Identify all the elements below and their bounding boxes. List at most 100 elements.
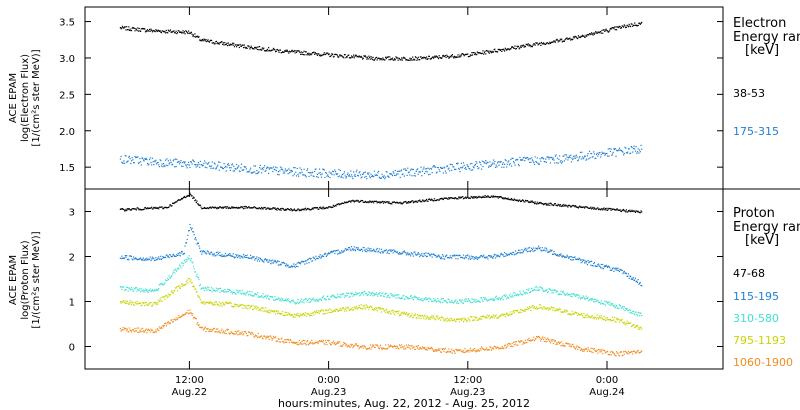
electron-series-0-point bbox=[243, 44, 245, 46]
proton-series-4-point bbox=[203, 328, 205, 330]
proton-series-3-point bbox=[518, 312, 520, 314]
proton-series-2-point bbox=[627, 309, 630, 312]
proton-series-0-point bbox=[272, 207, 275, 209]
proton-series-1-point bbox=[135, 257, 137, 259]
proton-series-3-point bbox=[473, 316, 475, 318]
electron-series-1-point bbox=[244, 166, 246, 168]
electron-series-0-point bbox=[188, 32, 190, 34]
electron-series-0-point bbox=[224, 43, 227, 46]
electron-series-1-point bbox=[309, 171, 311, 174]
proton-series-2-point bbox=[594, 301, 596, 303]
proton-series-0-point bbox=[231, 206, 233, 208]
proton-series-1-point bbox=[193, 234, 195, 236]
proton-series-4-point bbox=[416, 345, 418, 348]
proton-series-0-point bbox=[335, 205, 337, 207]
electron-series-0-point bbox=[476, 53, 478, 55]
proton-series-3-point bbox=[156, 303, 158, 306]
proton-series-0-point bbox=[245, 205, 247, 208]
proton-series-0-point bbox=[225, 207, 227, 209]
proton-series-3-point bbox=[604, 318, 606, 320]
electron-series-1-point bbox=[135, 156, 137, 158]
electron-series-1-point bbox=[250, 167, 252, 169]
proton-series-0-point bbox=[488, 196, 490, 198]
proton-series-1-point bbox=[279, 264, 281, 266]
proton-series-1-point bbox=[139, 258, 141, 260]
electron-series-0-point bbox=[348, 54, 350, 56]
proton-series-3-point bbox=[548, 307, 550, 309]
electron-series-0-point bbox=[324, 53, 326, 56]
electron-series-0-point bbox=[246, 47, 248, 49]
proton-series-3-point bbox=[610, 320, 612, 322]
proton-series-1-point bbox=[492, 256, 495, 258]
electron-series-1-point bbox=[348, 175, 350, 177]
electron-series-0-point bbox=[314, 53, 316, 55]
proton-series-2-point bbox=[465, 300, 467, 302]
electron-series-1-point bbox=[424, 168, 426, 170]
electron-series-1-point bbox=[565, 158, 567, 160]
electron-series-1-point bbox=[373, 170, 375, 172]
proton-series-1-point bbox=[304, 263, 306, 265]
proton-series-2-point bbox=[324, 298, 326, 300]
proton-series-0-point bbox=[490, 196, 492, 198]
proton-series-2-point bbox=[327, 298, 330, 300]
electron-series-0-point bbox=[298, 50, 300, 52]
proton-series-2-point bbox=[364, 293, 366, 295]
proton-series-1-point bbox=[491, 256, 493, 258]
electron-series-1-point bbox=[632, 148, 634, 150]
proton-series-0-point bbox=[471, 196, 473, 198]
proton-series-0-point bbox=[259, 208, 261, 210]
electron-series-1-point bbox=[350, 174, 353, 176]
proton-series-0-point bbox=[341, 202, 343, 204]
proton-series-0-point bbox=[357, 200, 359, 202]
proton-series-2-point bbox=[152, 290, 154, 292]
proton-series-2-point bbox=[517, 294, 519, 296]
electron-series-1-point bbox=[428, 168, 430, 170]
proton-series-1-point bbox=[332, 250, 334, 252]
proton-series-1-point bbox=[563, 256, 565, 258]
proton-series-4-point bbox=[198, 324, 200, 326]
proton-series-0-point bbox=[288, 209, 291, 211]
proton-series-1-point bbox=[224, 255, 226, 258]
proton-series-1-point bbox=[261, 260, 263, 262]
proton-series-2-point bbox=[256, 292, 259, 294]
proton-series-1-point bbox=[514, 253, 516, 255]
electron-series-0-point bbox=[467, 56, 469, 58]
proton-series-1-point bbox=[620, 269, 623, 271]
proton-series-2-point bbox=[491, 298, 493, 300]
electron-series-0-point bbox=[581, 34, 584, 36]
proton-series-0-point bbox=[325, 207, 327, 209]
proton-series-0-point bbox=[181, 198, 183, 200]
electron-series-0-point bbox=[394, 58, 396, 60]
proton-series-3-point bbox=[405, 312, 408, 314]
proton-series-2-point bbox=[145, 290, 147, 292]
proton-series-3-point bbox=[158, 299, 160, 301]
proton-series-2-point bbox=[219, 291, 221, 294]
proton-series-0-point bbox=[542, 203, 544, 205]
proton-series-4-point bbox=[411, 345, 413, 347]
proton-series-0-point bbox=[315, 206, 317, 209]
proton-series-3-point bbox=[478, 317, 481, 319]
proton-series-3-point bbox=[295, 314, 297, 316]
proton-series-0-point bbox=[119, 208, 121, 210]
proton-series-0-point bbox=[130, 209, 133, 211]
proton-series-0-point bbox=[534, 201, 536, 203]
electron-series-1-point bbox=[449, 163, 451, 166]
proton-series-3-point bbox=[599, 317, 601, 319]
proton-series-0-point bbox=[516, 199, 518, 201]
proton-series-3-point bbox=[431, 317, 433, 319]
proton-series-0-point bbox=[359, 201, 361, 203]
proton-series-1-point bbox=[312, 256, 314, 258]
electron-legend-units: [keV] bbox=[745, 43, 779, 58]
proton-series-4-point bbox=[414, 348, 416, 351]
electron-series-0-point bbox=[268, 49, 270, 51]
proton-series-2-point bbox=[486, 300, 488, 302]
proton-series-1-point bbox=[237, 254, 239, 256]
proton-series-3-point bbox=[185, 281, 188, 283]
electron-series-0-point bbox=[216, 43, 218, 45]
electron-series-1-point bbox=[256, 170, 258, 172]
proton-series-0-point bbox=[317, 208, 319, 210]
proton-series-0-point bbox=[210, 207, 212, 209]
electron-series-1-point bbox=[327, 175, 330, 178]
electron-series-1-point bbox=[444, 167, 446, 169]
proton-series-3-point bbox=[465, 318, 467, 320]
